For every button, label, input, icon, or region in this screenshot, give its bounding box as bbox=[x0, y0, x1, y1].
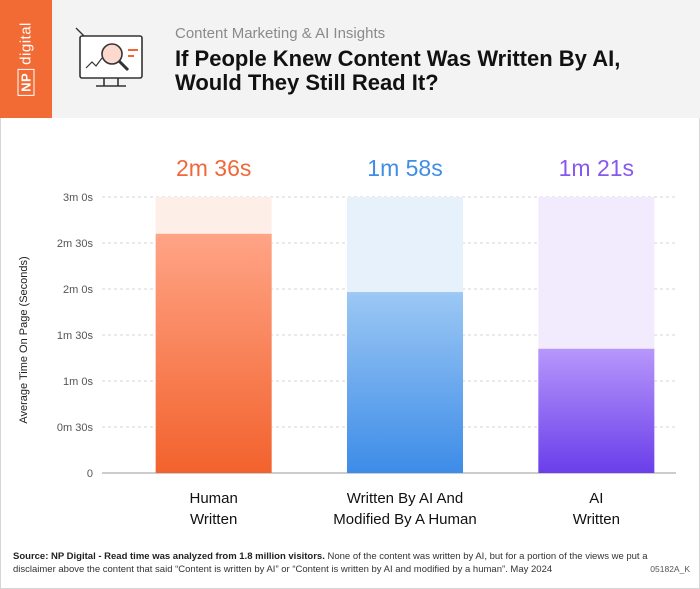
y-tick-label: 1m 0s bbox=[63, 376, 93, 388]
chart-title-line2: Would They Still Read It? bbox=[175, 70, 439, 95]
chart-subtitle: Content Marketing & AI Insights bbox=[175, 25, 386, 42]
y-tick-label: 1m 30s bbox=[57, 330, 94, 342]
x-tick-label: Modified By A Human bbox=[333, 511, 476, 528]
x-tick-label: Written By AI And bbox=[347, 490, 463, 507]
source-note: Source: NP Digital - Read time was analy… bbox=[13, 551, 673, 576]
bar-value-label: 1m 21s bbox=[559, 155, 634, 181]
chart-area: 0 0m 30s 1m 0s 1m 30s 2m 0s 2m 30s 3m 0s 2m 36s… bbox=[0, 118, 700, 548]
x-tick-label: Written bbox=[573, 511, 620, 528]
y-axis-label: Average Time On Page (Seconds) bbox=[18, 256, 30, 424]
logo-badge: NP bbox=[17, 68, 35, 96]
x-tick-label: Human bbox=[189, 490, 237, 507]
bar-chart: 0 0m 30s 1m 0s 1m 30s 2m 0s 2m 30s 3m 0s 2m 36s… bbox=[57, 155, 676, 528]
logo-word: digital bbox=[17, 22, 35, 65]
y-tick-label: 2m 30s bbox=[57, 238, 94, 250]
chart-code: 05182A_K bbox=[650, 564, 690, 574]
chart-title: If People Knew Content Was Written By AI… bbox=[175, 47, 675, 95]
x-tick-label: AI bbox=[589, 490, 603, 507]
bar bbox=[155, 233, 272, 473]
source-note-bold: Source: NP Digital - Read time was analy… bbox=[13, 551, 325, 562]
monitor-magnifier-icon bbox=[75, 27, 143, 87]
np-digital-logo: NP digital bbox=[0, 0, 52, 118]
y-tick-label: 3m 0s bbox=[63, 192, 93, 204]
source-note-rest: None of the content was written by AI, b… bbox=[13, 551, 648, 575]
y-tick-label: 2m 0s bbox=[63, 284, 93, 296]
header-band: NP digital Content Marketing & AI Insight… bbox=[0, 0, 700, 118]
bar bbox=[538, 348, 655, 473]
bar bbox=[347, 292, 463, 473]
bar-value-label: 2m 36s bbox=[176, 155, 251, 181]
x-tick-label: Written bbox=[190, 511, 237, 528]
y-tick-label: 0m 30s bbox=[57, 422, 94, 434]
bar-value-label: 1m 58s bbox=[367, 155, 442, 181]
y-tick-label: 0 bbox=[87, 468, 93, 480]
chart-title-line1: If People Knew Content Was Written By AI… bbox=[175, 46, 621, 71]
